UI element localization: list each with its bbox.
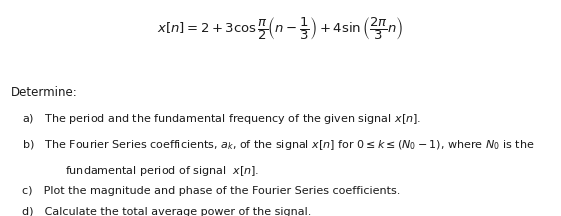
Text: fundamental period of signal  $x[n]$.: fundamental period of signal $x[n]$.: [65, 164, 259, 178]
Text: $x[n] = 2 + 3\cos\dfrac{\pi}{2}\left(n - \dfrac{1}{3}\right) + 4\sin\left(\dfrac: $x[n] = 2 + 3\cos\dfrac{\pi}{2}\left(n -…: [158, 15, 403, 42]
Text: d) Calculate the total average power of the signal.: d) Calculate the total average power of …: [22, 207, 312, 216]
Text: b) The Fourier Series coefficients, $a_k$, of the signal $x[n]$ for $0 \leq k \l: b) The Fourier Series coefficients, $a_k…: [22, 138, 535, 152]
Text: c) Plot the magnitude and phase of the Fourier Series coefficients.: c) Plot the magnitude and phase of the F…: [22, 186, 401, 196]
Text: Determine:: Determine:: [11, 86, 78, 99]
Text: a) The period and the fundamental frequency of the given signal $x[n]$.: a) The period and the fundamental freque…: [22, 112, 421, 126]
